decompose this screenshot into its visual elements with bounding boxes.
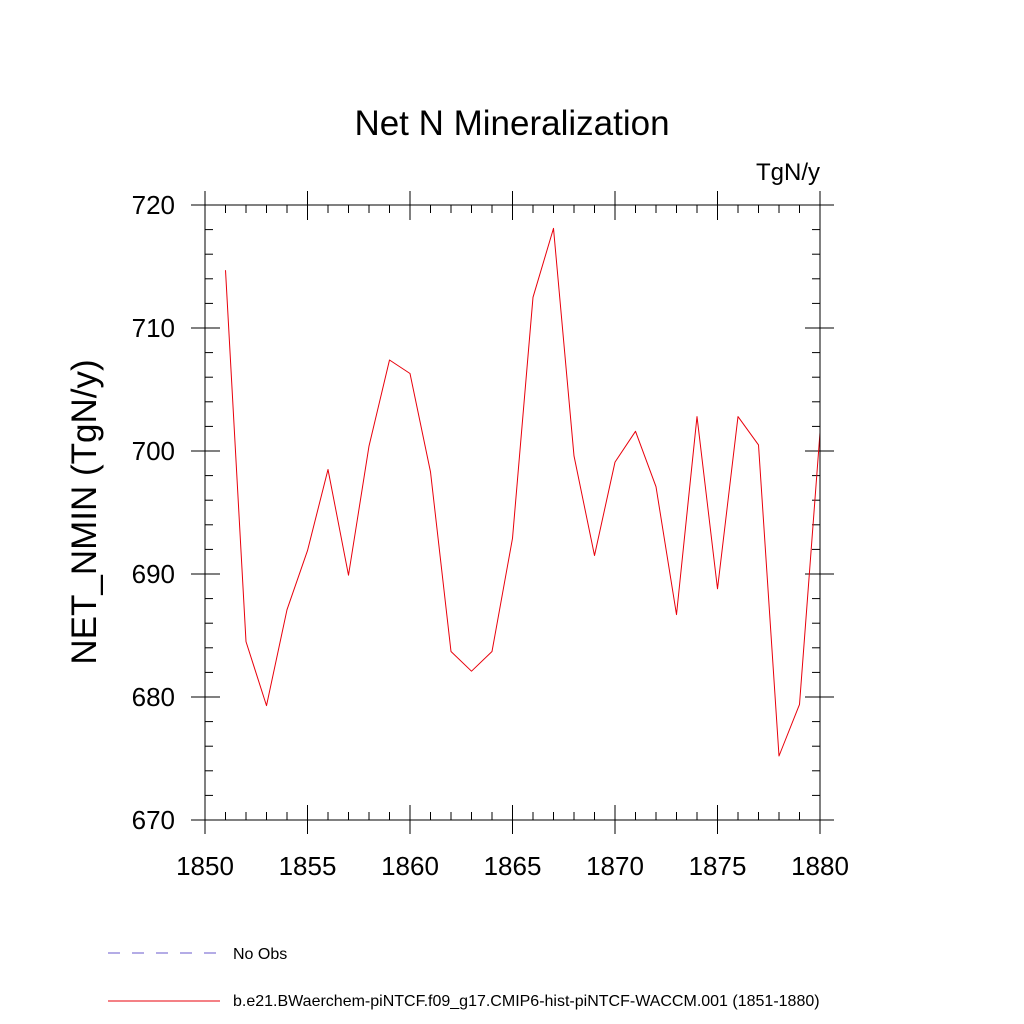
tick-labels: 1850 1855 1860 1865 1870 1875 1880 670 680 690 700…	[132, 190, 849, 881]
x-tick-label: 1880	[791, 851, 849, 881]
y-axis-label: NET_NMIN (TgN/y)	[65, 359, 104, 664]
legend: No Obs b.e21.BWaerchem-piNTCF.f09_g17.CM…	[108, 946, 820, 1010]
x-tick-label: 1855	[279, 851, 337, 881]
y-tick-label: 720	[132, 190, 175, 220]
y-tick-label: 690	[132, 559, 175, 589]
x-tick-label: 1870	[586, 851, 644, 881]
y-tick-label: 710	[132, 313, 175, 343]
legend-label-no-obs: No Obs	[233, 946, 287, 963]
x-tick-label: 1865	[484, 851, 542, 881]
axis-ticks	[191, 191, 834, 834]
series-layer	[225, 227, 821, 757]
y-tick-label: 680	[132, 682, 175, 712]
legend-label-model-run: b.e21.BWaerchem-piNTCF.f09_g17.CMIP6-his…	[233, 993, 820, 1010]
plot-frame	[204, 204, 821, 821]
chart-title: Net N Mineralization	[354, 104, 669, 143]
series-line-1	[225, 227, 821, 757]
x-tick-label: 1850	[176, 851, 234, 881]
x-tick-label: 1875	[689, 851, 747, 881]
x-tick-label: 1860	[381, 851, 439, 881]
units-label: TgN/y	[756, 159, 820, 186]
y-tick-label: 700	[132, 436, 175, 466]
y-tick-label: 670	[132, 805, 175, 835]
